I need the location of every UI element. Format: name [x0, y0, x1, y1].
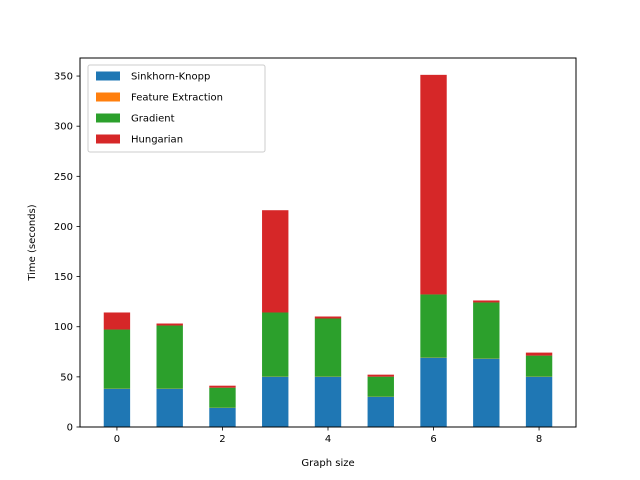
legend-swatch	[96, 134, 120, 144]
legend-label: Hungarian	[131, 135, 183, 146]
legend-label: Sinkhorn-Knopp	[131, 72, 210, 83]
x-tick-label: 6	[430, 434, 436, 445]
bar-gradient-7	[473, 302, 500, 359]
legend-swatch	[96, 71, 120, 81]
x-tick-label: 4	[325, 434, 331, 445]
bar-gradient-4	[314, 318, 342, 377]
bar-hungarian-2	[209, 385, 236, 388]
y-tick-label: 300	[54, 122, 73, 133]
axis-ticks: 0 2 4 6 8 0 50 100 150 200 250 300 350	[54, 72, 542, 445]
y-tick-label: 250	[54, 172, 73, 183]
bar-hungarian-5	[367, 374, 394, 377]
bar-hungarian-8	[525, 352, 553, 356]
bar-sinkhorn-knopp-0	[103, 388, 131, 427]
bars-layer	[103, 74, 553, 427]
legend-label: Gradient	[131, 114, 175, 125]
bar-sinkhorn-knopp-5	[367, 396, 394, 427]
bar-gradient-2	[209, 387, 236, 408]
bar-sinkhorn-knopp-6	[420, 357, 447, 427]
legend-swatch	[96, 92, 120, 102]
y-tick-label: 100	[54, 322, 73, 333]
bar-hungarian-6	[420, 74, 447, 295]
bar-sinkhorn-knopp-3	[262, 376, 289, 427]
y-tick-label: 0	[67, 423, 73, 434]
bar-gradient-8	[525, 355, 553, 377]
bar-gradient-6	[420, 294, 447, 358]
legend-box	[87, 64, 266, 153]
bar-hungarian-7	[473, 300, 500, 303]
bar-hungarian-0	[103, 312, 131, 330]
x-tick-label: 0	[114, 434, 120, 445]
bar-gradient-1	[156, 325, 183, 389]
bar-sinkhorn-knopp-7	[473, 358, 500, 427]
bar-hungarian-4	[314, 316, 342, 319]
bar-sinkhorn-knopp-8	[525, 376, 553, 427]
y-tick-label: 50	[60, 372, 73, 383]
legend-label: Feature Extraction	[131, 93, 223, 104]
bar-gradient-5	[367, 376, 394, 397]
legend-swatch	[96, 113, 120, 123]
y-tick-label: 200	[54, 222, 73, 233]
bar-hungarian-1	[156, 323, 183, 326]
x-tick-label: 2	[219, 434, 225, 445]
bar-sinkhorn-knopp-1	[156, 388, 183, 427]
x-tick-label: 8	[536, 434, 542, 445]
bar-gradient-3	[262, 312, 289, 377]
y-tick-label: 350	[54, 72, 73, 83]
bar-gradient-0	[103, 329, 131, 389]
bar-sinkhorn-knopp-4	[314, 376, 342, 427]
x-axis-label: Graph size	[301, 458, 354, 469]
legend: Sinkhorn-Knopp Feature Extraction Gradient…	[87, 64, 266, 153]
y-tick-label: 150	[54, 272, 73, 283]
bar-hungarian-3	[262, 210, 289, 313]
bar-sinkhorn-knopp-2	[209, 407, 236, 427]
y-axis-label: Time (seconds)	[27, 204, 38, 281]
